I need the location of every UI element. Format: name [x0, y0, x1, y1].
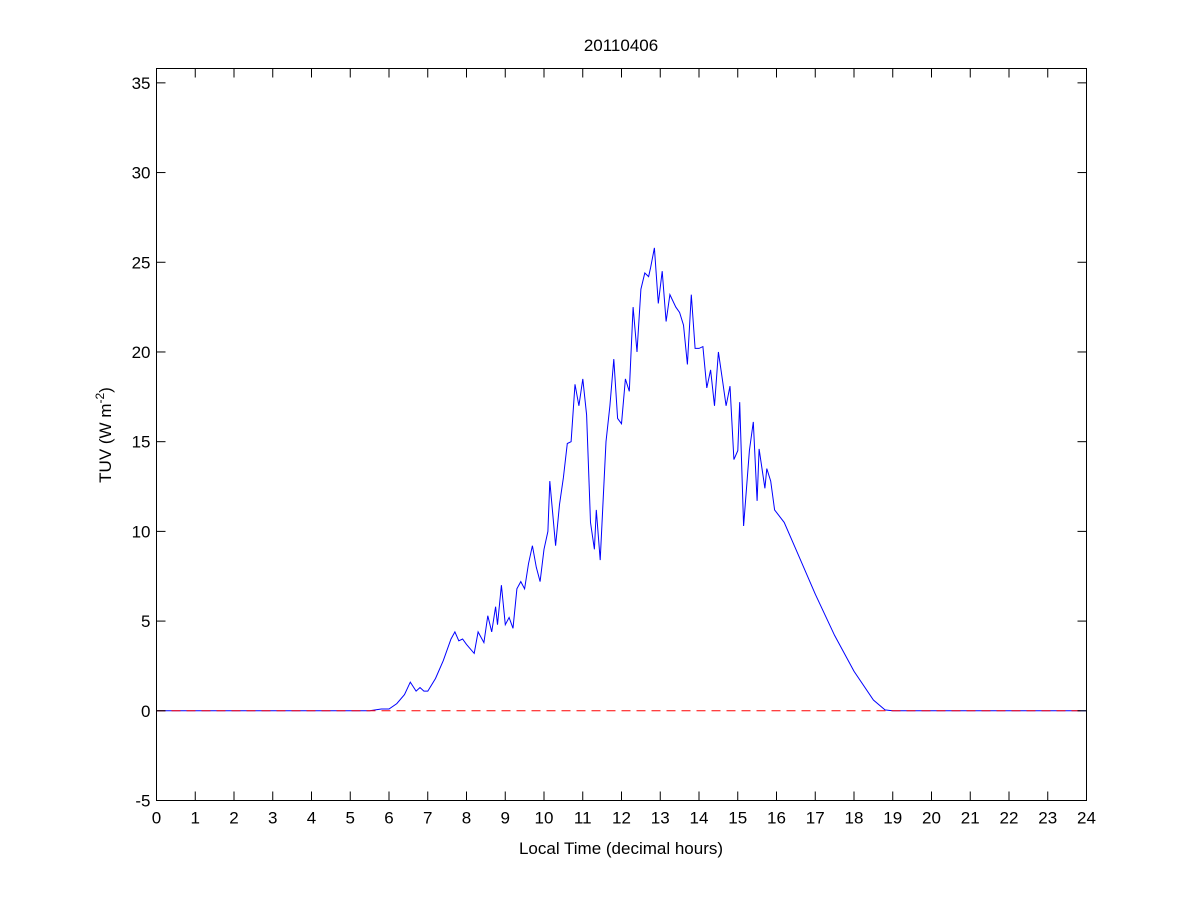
x-tick-label: 19	[883, 809, 902, 828]
y-axis-label-end: )	[96, 387, 115, 393]
chart-title: 20110406	[584, 36, 658, 55]
x-tick-label: 6	[384, 809, 393, 828]
axes-box	[156, 68, 1087, 801]
x-tick-label: 4	[307, 809, 316, 828]
y-axis-label: TUV (W m-2)	[93, 387, 115, 483]
x-tick-label: 14	[690, 809, 709, 828]
y-tick-label: 20	[132, 343, 151, 362]
x-tick-label: 1	[191, 809, 200, 828]
x-tick-label: 12	[612, 809, 631, 828]
x-tick-label: 18	[845, 809, 864, 828]
x-tick-label: 0	[152, 809, 161, 828]
plot-area	[156, 247, 1087, 712]
x-tick-label: 5	[346, 809, 355, 828]
y-axis-label-sup: -2	[93, 393, 107, 404]
y-axis: -5 0 5 10 15 20 25 30 35	[132, 74, 1087, 811]
x-axis: 0 1 2 3 4 5 6 7 8 9 10 11 12 13 14 15 16 17 18 19 20 21 22 23 24	[152, 68, 1096, 828]
y-tick-label: 35	[132, 74, 151, 93]
y-tick-label: 10	[132, 522, 151, 541]
y-tick-label: 5	[141, 612, 150, 631]
x-tick-label: 23	[1038, 809, 1057, 828]
y-tick-label: -5	[135, 792, 150, 811]
x-tick-label: 11	[574, 809, 592, 828]
x-tick-label: 16	[767, 809, 786, 828]
x-tick-label: 24	[1077, 809, 1096, 828]
x-tick-label: 22	[1000, 809, 1019, 828]
x-tick-label: 20	[922, 809, 941, 828]
x-tick-label: 21	[961, 809, 980, 828]
y-axis-label-main: TUV (W m	[96, 404, 115, 483]
x-tick-label: 2	[229, 809, 238, 828]
y-tick-label: 25	[132, 253, 151, 272]
x-axis-label: Local Time (decimal hours)	[519, 839, 723, 858]
y-tick-label: 30	[132, 164, 151, 183]
x-tick-label: 9	[501, 809, 510, 828]
series-tuv	[156, 247, 1087, 712]
x-tick-label: 17	[806, 809, 825, 828]
x-tick-label: 8	[462, 809, 471, 828]
x-tick-label: 13	[651, 809, 670, 828]
x-tick-label: 7	[423, 809, 432, 828]
y-tick-label: 15	[132, 433, 151, 452]
x-tick-label: 10	[535, 809, 554, 828]
x-tick-label: 3	[268, 809, 277, 828]
x-tick-label: 15	[728, 809, 747, 828]
y-tick-label: 0	[141, 702, 150, 721]
